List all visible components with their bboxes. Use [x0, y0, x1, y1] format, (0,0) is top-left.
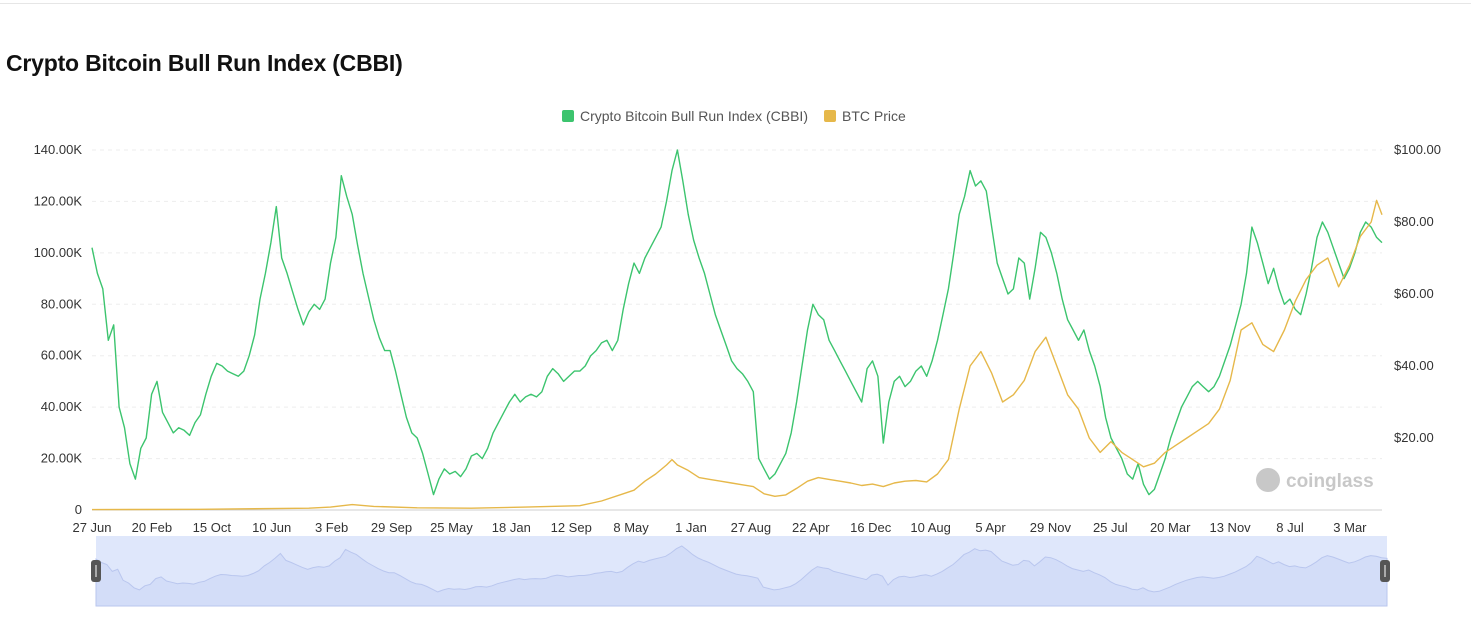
x-tick-label: 18 Jan — [492, 520, 531, 535]
coinglass-logo-icon — [1256, 468, 1280, 492]
y-right-tick-label: $40.00 — [1394, 358, 1434, 373]
x-tick-label: 3 Mar — [1333, 520, 1367, 535]
y-axis-left: 0 20.00K 40.00K 60.00K 80.00K 100.00K 120.00K 1… — [34, 142, 83, 517]
y-right-tick-label: $100.00 — [1394, 142, 1441, 157]
x-tick-label: 25 Jul — [1093, 520, 1128, 535]
chart-legend: Crypto Bitcoin Bull Run Index (CBBI) BTC… — [562, 108, 906, 124]
x-tick-label: 8 May — [613, 520, 649, 535]
y-left-tick-label: 0 — [75, 502, 82, 517]
x-tick-label: 12 Sep — [551, 520, 592, 535]
grid-lines — [92, 149, 1382, 511]
watermark-text: coinglass — [1286, 471, 1374, 492]
y-right-tick-label: $80.00 — [1394, 214, 1434, 229]
y-left-tick-label: 20.00K — [41, 451, 83, 466]
range-navigator[interactable] — [91, 536, 1390, 607]
navigator-mini-series — [95, 545, 1388, 607]
x-tick-label: 10 Jun — [252, 520, 291, 535]
x-tick-label: 29 Sep — [371, 520, 412, 535]
legend-swatch-btc — [823, 110, 836, 122]
y-left-tick-label: 140.00K — [34, 142, 83, 157]
x-tick-label: 3 Feb — [315, 520, 348, 535]
x-tick-label: 1 Jan — [675, 520, 707, 535]
series-layer — [91, 149, 1383, 511]
x-tick-label: 20 Mar — [1150, 520, 1191, 535]
legend-swatch-cbbi — [562, 110, 574, 122]
y-right-tick-label: $60.00 — [1394, 286, 1434, 301]
y-left-tick-label: 40.00K — [41, 399, 83, 414]
y-axis-right: $20.00 $40.00 $60.00 $80.00 $100.00 — [1394, 142, 1441, 445]
y-left-tick-label: 120.00K — [34, 193, 83, 208]
x-axis: 27 Jun 20 Feb 15 Oct 10 Jun 3 Feb 29 Sep 25 Ma… — [72, 509, 1382, 535]
legend-label-btc: BTC Price — [841, 108, 906, 124]
y-right-tick-label: $20.00 — [1394, 430, 1434, 445]
x-tick-label: 25 May — [430, 520, 473, 535]
x-tick-label: 10 Aug — [910, 520, 951, 535]
x-tick-label: 8 Jul — [1276, 520, 1304, 535]
coinglass-watermark: coinglass — [1256, 468, 1374, 492]
page-title: Crypto Bitcoin Bull Run Index (CBBI) — [6, 50, 403, 76]
legend-item-cbbi[interactable]: Crypto Bitcoin Bull Run Index (CBBI) — [562, 108, 808, 124]
y-left-tick-label: 80.00K — [41, 296, 83, 311]
y-left-tick-label: 100.00K — [34, 245, 83, 260]
x-tick-label: 22 Apr — [792, 520, 830, 535]
x-tick-label: 27 Jun — [72, 520, 111, 535]
x-tick-label: 20 Feb — [132, 520, 172, 535]
legend-label-cbbi: Crypto Bitcoin Bull Run Index (CBBI) — [580, 108, 808, 124]
x-tick-label: 27 Aug — [731, 520, 772, 535]
x-tick-label: 13 Nov — [1209, 520, 1251, 535]
top-divider — [0, 3, 1471, 4]
x-tick-label: 29 Nov — [1030, 520, 1072, 535]
x-tick-label: 16 Dec — [850, 520, 892, 535]
x-tick-label: 5 Apr — [975, 520, 1006, 535]
x-tick-label: 15 Oct — [193, 520, 232, 535]
series-line-btc — [91, 199, 1383, 511]
legend-item-btc[interactable]: BTC Price — [823, 108, 906, 124]
y-left-tick-label: 60.00K — [41, 348, 83, 363]
